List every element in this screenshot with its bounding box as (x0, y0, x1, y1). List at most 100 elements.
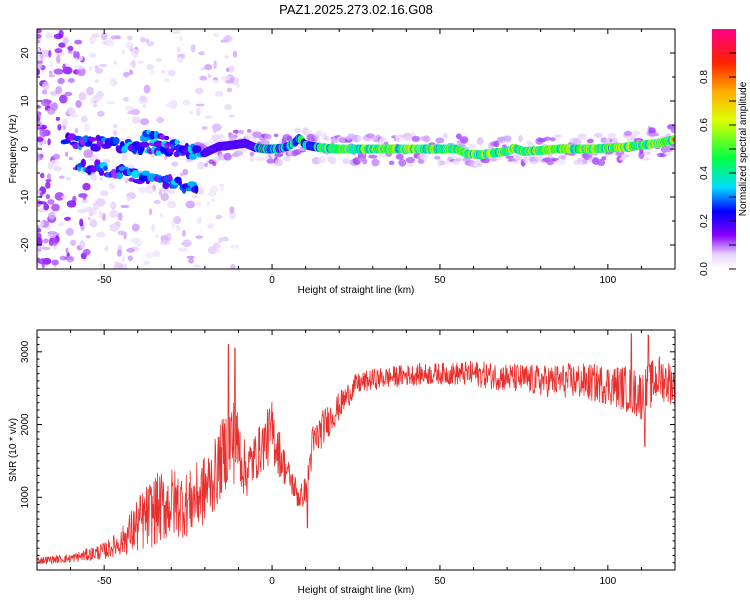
spectrogram-noise (108, 182, 115, 190)
spectrogram-noise (38, 220, 44, 228)
spectrogram-noise (113, 60, 117, 65)
spectrogram-noise (207, 222, 214, 229)
spectrogram-noise (230, 244, 240, 249)
spectrogram-branch (194, 185, 199, 194)
spectrogram-noise (76, 67, 86, 77)
spectrogram-noise (51, 259, 59, 266)
spectrogram-halo (587, 138, 594, 144)
snr-plot-area (37, 330, 675, 570)
spectrogram-halo (204, 140, 214, 147)
snr-xtick-label: 0 (269, 576, 275, 587)
spectrogram-noise (148, 208, 153, 216)
spectrogram-halo (543, 136, 552, 141)
spectrogram-noise (212, 79, 220, 84)
spectrogram-noise (54, 192, 65, 201)
spectrogram-noise (94, 68, 104, 74)
colorbar-label: Normalized spectral amplitude (738, 81, 749, 216)
spectrogram-noise (121, 49, 126, 54)
spectrogram-noise (146, 41, 155, 47)
spectrogram-noise (58, 42, 66, 48)
spectrogram-noise (140, 118, 150, 126)
spectrogram-halo (556, 158, 566, 165)
spectrogram-noise (165, 103, 172, 108)
spectrogram-branch (192, 145, 202, 153)
spectrogram-noise (104, 246, 109, 252)
spectrogram-noise (127, 255, 134, 261)
spectrogram-noise (229, 206, 235, 214)
spectrogram-halo (249, 151, 255, 157)
spectrogram-noise (53, 165, 62, 172)
spectrogram-halo (434, 155, 441, 160)
spectrogram-noise (113, 262, 123, 269)
spectrogram-noise (109, 210, 119, 218)
spectrogram-halo (510, 160, 520, 164)
spectrogram-noise (185, 200, 195, 209)
spectrogram-noise (117, 249, 122, 257)
spectrogram-noise (213, 32, 220, 38)
spectrogram-noise (195, 235, 203, 239)
spectrogram-noise (220, 39, 228, 43)
spectrogram-noise (51, 203, 60, 212)
spectrogram-halo (518, 135, 523, 143)
spectrogram-noise (137, 186, 147, 194)
spectrogram-branch (112, 137, 120, 145)
spectrogram-noise (161, 70, 165, 74)
spectrogram-noise (67, 78, 75, 83)
spectrogram-noise (78, 92, 87, 101)
spectrogram-noise (65, 247, 69, 254)
spectrogram-noise (94, 65, 99, 69)
spectrogram-noise (41, 89, 48, 95)
spectrogram-branch (87, 137, 97, 142)
spectrogram-halo (577, 133, 587, 140)
snr-ytick-label: 3000 (20, 340, 31, 363)
spectrogram-noise (214, 90, 224, 97)
spectrogram-noise (92, 201, 100, 211)
spectrogram-noise (86, 86, 94, 96)
spectrogram-noise (112, 80, 118, 85)
spectrogram-noise (195, 201, 202, 207)
spectrogram-noise (99, 63, 107, 68)
spectrogram-halo (244, 133, 254, 141)
spectrogram-noise (156, 117, 164, 123)
spectrogram-halo (439, 160, 446, 165)
spectrogram-halo (660, 145, 671, 154)
spectrogram-halo (607, 133, 617, 138)
spectrogram-noise (37, 115, 40, 123)
spectrogram-noise (216, 249, 221, 253)
spectrogram-noise (195, 103, 205, 107)
spectrogram-halo (294, 127, 301, 133)
spectrogram-halo (502, 135, 512, 142)
spectrogram-noise (191, 194, 199, 199)
spectrogram-branch (168, 173, 172, 182)
spectrogram-noise (58, 175, 65, 179)
spectrogram-halo (481, 157, 490, 164)
snr-xtick-label: -50 (97, 576, 112, 587)
spectrogram-noise (49, 60, 53, 69)
spectrogram-noise (43, 203, 50, 211)
spectrogram-halo (283, 155, 291, 162)
spectrogram-halo (255, 157, 265, 161)
spectrogram-noise (153, 250, 161, 257)
spectrogram-halo (233, 150, 244, 156)
spectrogram-noise (84, 123, 91, 132)
spectrogram-noise (213, 60, 217, 70)
spectrogram-branch (155, 150, 162, 156)
spectrogram-halo (419, 152, 429, 161)
spectrogram-halo (455, 157, 462, 162)
spectrogram-halo (477, 160, 483, 167)
spectrogram-noise (170, 29, 181, 35)
spectrogram-noise (127, 110, 135, 115)
spectrogram-noise (188, 258, 195, 264)
spectrogram-noise (160, 235, 164, 242)
spectrogram-noise (150, 67, 155, 75)
spectrogram-noise (110, 35, 117, 40)
spectrogram-halo (274, 158, 283, 167)
spectrogram-noise (37, 33, 42, 39)
spectrogram-noise (53, 244, 57, 250)
spectrogram-noise (62, 63, 66, 71)
spectrogram-noise (37, 250, 40, 256)
spectrogram-halo (476, 137, 484, 145)
spectrogram-noise (225, 79, 234, 84)
spectrogram-noise (55, 116, 61, 121)
